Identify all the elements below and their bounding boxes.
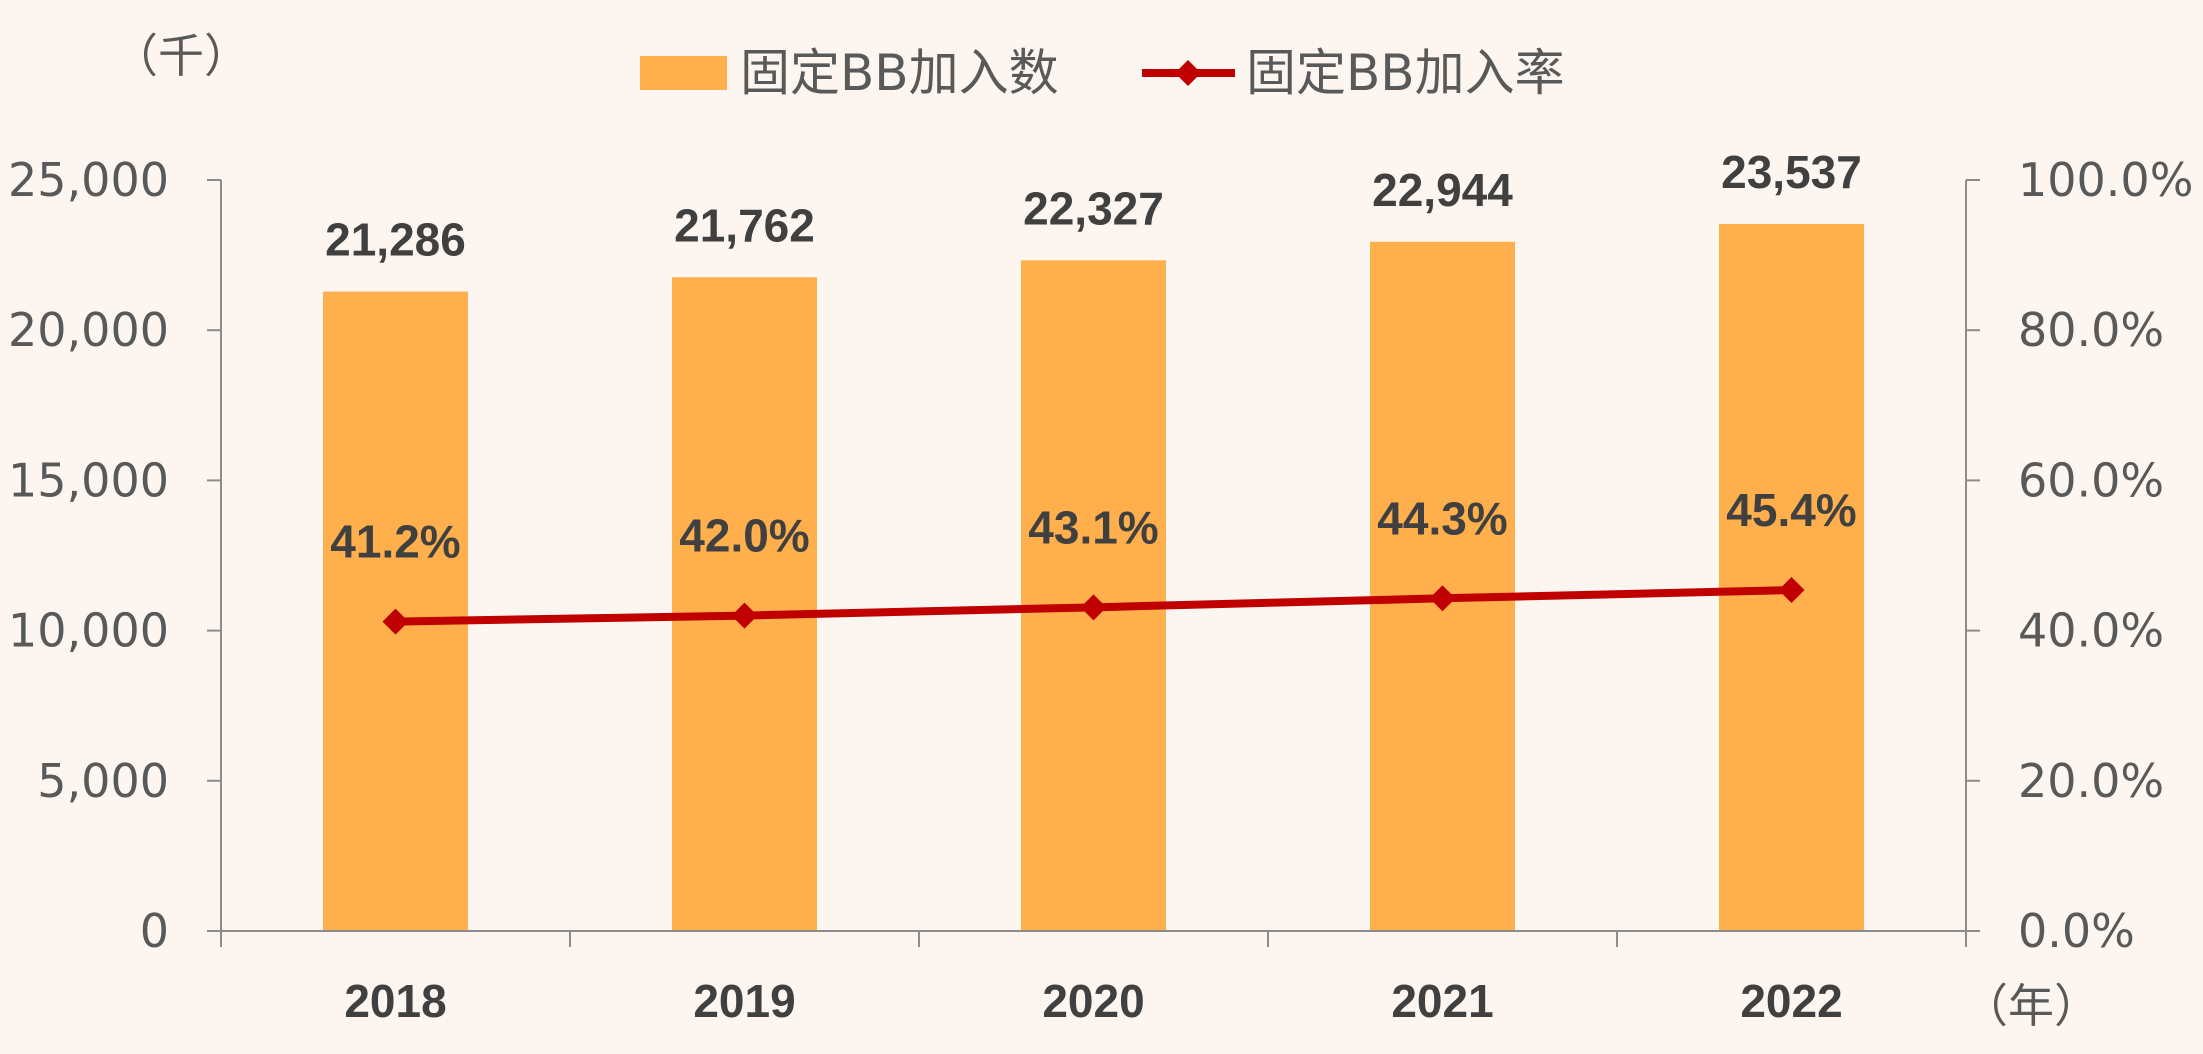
rate-point-2020 [1080,594,1107,621]
rate-point-2018 [382,608,409,635]
rate-data-label: 43.1% [1028,501,1158,553]
y-left-tick-label: 5,000 [37,754,169,808]
legend-label-line: 固定BB加入率 [1246,44,1565,102]
rate-point-2021 [1429,585,1456,612]
y-right-tick-label: 0.0% [2018,904,2135,958]
bar-data-label: 21,762 [674,199,815,251]
bar-data-label: 22,944 [1372,164,1513,216]
rate-data-label: 42.0% [679,510,809,562]
y-left-tick-label: 10,000 [8,604,169,658]
rate-point-2019 [731,602,758,629]
x-tick-label: 2019 [693,975,795,1027]
y-right-tick-label: 40.0% [2018,604,2164,658]
y-right-tick-label: 20.0% [2018,754,2164,808]
legend-swatch-marker [1175,60,1201,86]
y-right-tick-label: 100.0% [2018,153,2193,207]
legend-label-bar: 固定BB加入数 [740,44,1059,102]
bar-data-label: 23,537 [1721,146,1862,198]
x-unit-label: （年） [1962,979,2100,1033]
x-tick-label: 2022 [1740,975,1842,1027]
bar-data-label: 22,327 [1023,182,1164,234]
rate-point-2022 [1778,577,1805,604]
rate-data-label: 44.3% [1377,492,1507,544]
x-tick-label: 2018 [344,975,446,1027]
y-left-tick-label: 25,000 [8,153,169,207]
y-left-tick-label: 20,000 [8,303,169,357]
y-right-tick-label: 60.0% [2018,453,2164,507]
y-left-tick-label: 15,000 [8,453,169,507]
rate-data-label: 45.4% [1726,484,1856,536]
y-left-tick-label: 0 [140,904,169,958]
y-left-unit-label: （千） [112,29,250,83]
rate-data-label: 41.2% [330,516,460,568]
legend-swatch-bar [640,56,727,90]
x-tick-label: 2020 [1042,975,1144,1027]
bar-data-label: 21,286 [325,214,466,266]
x-tick-label: 2021 [1391,975,1493,1027]
y-right-tick-label: 80.0% [2018,303,2164,357]
